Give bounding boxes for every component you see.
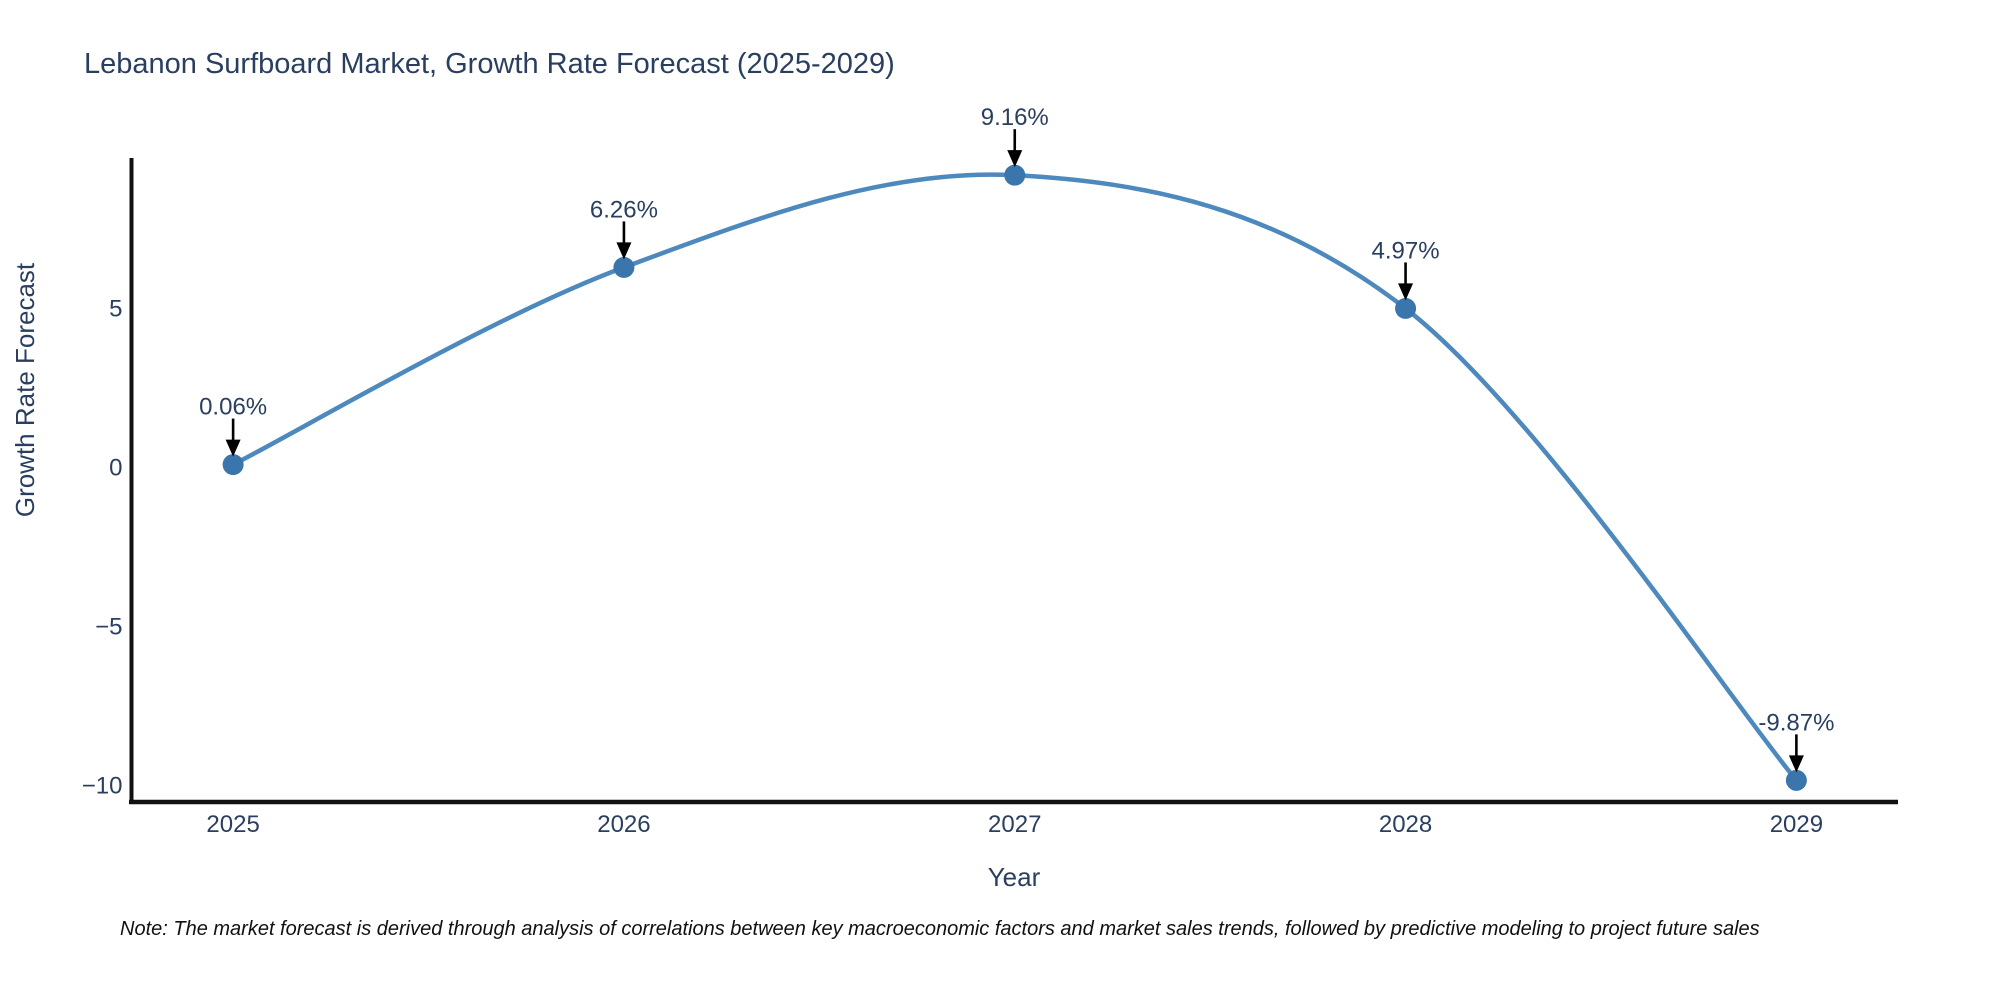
point-value-label: 0.06% xyxy=(199,394,267,421)
x-tick-label: 2029 xyxy=(1770,811,1823,838)
point-value-label: 4.97% xyxy=(1372,237,1440,264)
y-tick-label: −5 xyxy=(95,613,122,640)
point-value-label: 6.26% xyxy=(590,196,658,223)
annotation-arrowhead-icon xyxy=(225,439,241,457)
y-tick-label: −10 xyxy=(82,773,123,800)
x-axis-title: Year xyxy=(988,862,1041,892)
point-value-label: 9.16% xyxy=(981,104,1049,131)
annotation-arrowhead-icon xyxy=(1398,283,1414,301)
point-value-label: -9.87% xyxy=(1758,709,1834,736)
data-point-2028 xyxy=(1395,297,1417,319)
footer-note: Note: The market forecast is derived thr… xyxy=(120,918,1760,940)
annotation-arrowhead-icon xyxy=(616,242,632,260)
data-point-2026 xyxy=(613,256,635,278)
trend-line xyxy=(230,172,1799,783)
y-tick-label: 0 xyxy=(109,454,122,481)
x-tick-label: 2025 xyxy=(206,811,259,838)
data-point-2025 xyxy=(222,454,244,476)
annotation-arrowhead-icon xyxy=(1788,755,1804,773)
x-tick-label: 2026 xyxy=(597,811,650,838)
y-axis-title: Growth Rate Forecast xyxy=(10,262,40,517)
annotation-arrowhead-icon xyxy=(1007,150,1023,168)
y-tick-label: 5 xyxy=(109,295,122,322)
x-tick-label: 2027 xyxy=(988,811,1041,838)
chart-title: Lebanon Surfboard Market, Growth Rate Fo… xyxy=(84,48,895,80)
data-point-2027 xyxy=(1004,164,1026,186)
x-tick-label: 2028 xyxy=(1379,811,1432,838)
data-point-2029 xyxy=(1785,769,1807,791)
